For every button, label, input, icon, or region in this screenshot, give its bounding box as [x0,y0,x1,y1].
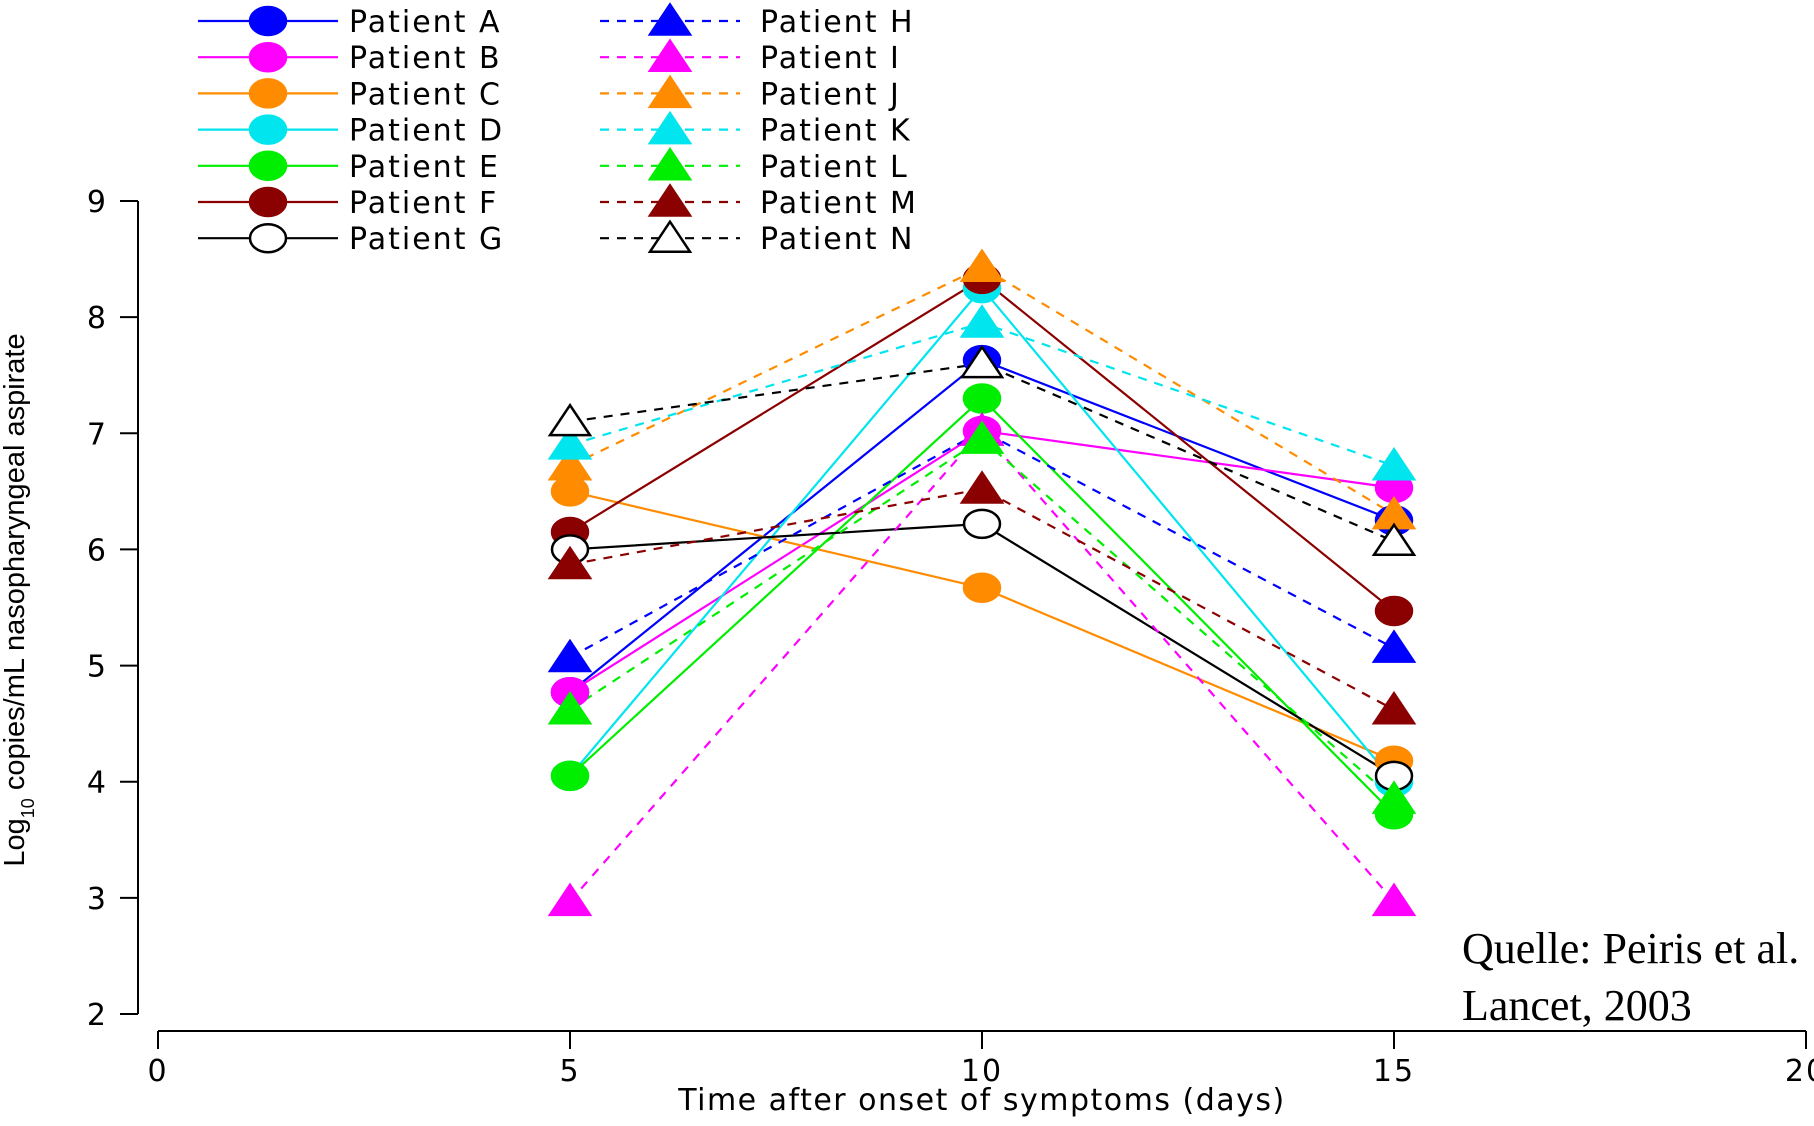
data-point-patient-j [959,248,1005,282]
data-point-patient-c [962,572,1002,604]
legend-label-patient-h: Patient H [760,5,915,40]
legend-label-patient-g: Patient G [349,222,504,257]
series-line-patient-e [569,396,1395,816]
data-point-patient-m [959,470,1005,504]
y-axis-label-suffix: copies/mL nasopharyngeal aspirate [0,333,31,798]
data-point-patient-j [547,447,593,481]
y-tick-label: 7 [87,417,108,452]
y-tick-label: 9 [87,185,108,220]
y-tick-label: 3 [87,882,108,917]
x-tick-label: 15 [1373,1054,1415,1089]
legend-label-patient-f: Patient F [349,186,498,221]
data-point-patient-c [550,476,590,507]
legend-marker-patient-j [647,74,693,109]
legend-label-patient-i: Patient I [760,41,901,76]
x-axis-title: Time after onset of symptoms (days) [677,1083,1286,1118]
data-point-patient-g [962,508,1002,540]
legend-marker-patient-d [248,114,288,145]
data-point-patient-e [962,383,1002,414]
data-point-patient-n [1371,522,1417,557]
data-point-patient-n [959,344,1005,379]
source-line-2: Lancet, 2003 [1462,981,1692,1030]
legend-label-patient-m: Patient M [760,186,918,221]
data-point-patient-k [1371,447,1417,481]
data-point-patient-m [1371,690,1417,725]
data-point-patient-m [547,545,593,580]
source-line-1: Quelle: Peiris et al. [1462,924,1799,973]
legend-label-patient-n: Patient N [760,222,914,257]
y-tick-label: 6 [87,533,108,568]
data-point-patient-k [959,304,1005,338]
legend-marker-patient-a [248,5,288,37]
y-axis-label-prefix: Log [0,818,31,866]
y-tick-label: 4 [87,766,108,801]
data-point-patient-i [1371,882,1417,917]
series-line-patient-m [569,487,1395,711]
legend-marker-patient-i [647,38,693,72]
legend-label-patient-a: Patient A [349,5,502,40]
svg-text:Log10 copies/mL nasopharyngeal: Log10 copies/mL nasopharyngeal aspirate [0,333,38,866]
data-point-patient-f [1374,595,1414,627]
legend-marker-patient-e [248,150,288,182]
legend-label-patient-b: Patient B [349,41,502,76]
data-point-patient-n [547,402,593,437]
legend-marker-patient-h [647,2,693,36]
legend-label-patient-l: Patient L [760,150,909,185]
series-line-patient-b [569,429,1395,694]
y-axis-label-subscript: 10 [18,798,38,818]
legend-marker-patient-l [647,147,693,181]
data-point-patient-l [1371,780,1417,814]
series-line-patient-h [569,429,1395,659]
legend-marker-patient-c [248,78,288,109]
data-point-patient-h [1371,629,1417,663]
x-tick-label: 20 [1785,1054,1814,1089]
axes: 2 3 4 5 6 7 8 9 0 5 10 15 20 [87,185,1814,1089]
legend-marker-patient-b [248,41,288,73]
data-point-patient-l [547,690,593,725]
series-markers [547,248,1417,917]
legend-marker-patient-g [248,222,288,254]
data-point-patient-e [550,760,590,792]
legend-marker-patient-m [647,183,693,217]
data-point-patient-i [547,882,593,917]
legend-label-patient-d: Patient D [349,114,504,149]
data-point-patient-k [547,426,593,460]
legend-marker-patient-k [647,110,693,145]
y-tick-label: 2 [87,998,108,1033]
legend-marker-patient-n [647,219,693,253]
legend-label-patient-c: Patient C [349,77,502,112]
series-line-patient-l [569,437,1395,800]
x-tick-label: 10 [961,1054,1003,1089]
data-point-patient-h [547,638,593,673]
y-axis-label: Log10 copies/mL nasopharyngeal aspirate [0,333,38,866]
legend-label-patient-e: Patient E [349,150,500,185]
x-tick-label: 0 [147,1054,168,1089]
series-line-patient-g [569,522,1395,777]
legend-label-patient-j: Patient J [760,77,901,112]
legend-marker-patient-f [248,186,288,218]
series-line-patient-i [569,429,1395,903]
data-point-patient-l [959,420,1005,454]
y-tick-label: 8 [87,301,108,336]
legend-label-patient-k: Patient K [760,114,912,149]
y-tick-label: 5 [87,650,108,685]
x-tick-label: 5 [559,1054,580,1089]
